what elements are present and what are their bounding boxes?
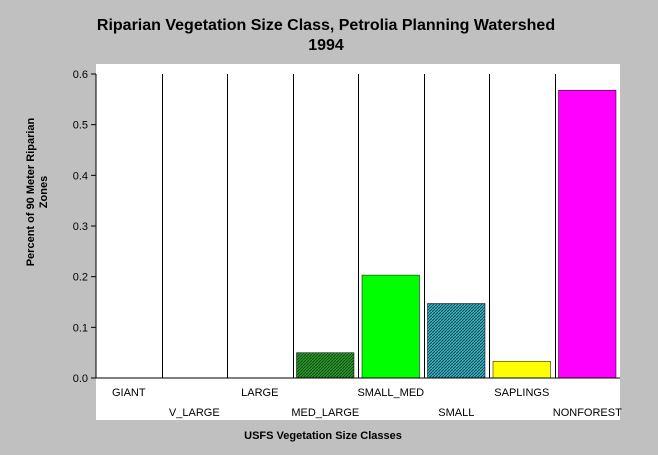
y-ticks: 0.0 0.1 0.2 0.3 0.4 0.5 0.6 bbox=[73, 69, 96, 385]
x-tick-labels: GIANT V_LARGE LARGE MED_LARGE SMALL_MED SMALL… bbox=[112, 387, 622, 419]
y-axis-label-line2: Zones bbox=[38, 176, 50, 208]
x-tick-label: NONFOREST bbox=[553, 407, 622, 419]
y-tick-label: 0.0 bbox=[73, 373, 88, 385]
chart-subtitle: 1994 bbox=[308, 37, 344, 54]
y-tick-label: 0.5 bbox=[73, 120, 88, 132]
y-tick-label: 0.1 bbox=[73, 322, 88, 334]
y-tick-label: 0.4 bbox=[73, 170, 88, 182]
x-tick-label: SMALL bbox=[438, 407, 474, 419]
x-tick-label: SAPLINGS bbox=[494, 387, 549, 399]
y-tick-label: 0.6 bbox=[73, 69, 88, 81]
bar-nonforest bbox=[558, 89, 617, 379]
x-tick-label: LARGE bbox=[241, 387, 278, 399]
bar-small-med bbox=[361, 274, 420, 379]
y-axis-label-line1: Percent of 90 Meter Riparian bbox=[25, 117, 37, 266]
bar-small bbox=[427, 303, 486, 379]
x-tick-label: GIANT bbox=[112, 387, 146, 399]
x-tick-label: SMALL_MED bbox=[357, 387, 424, 399]
y-tick-label: 0.3 bbox=[73, 221, 88, 233]
grid bbox=[162, 74, 556, 378]
x-tick-label: V_LARGE bbox=[169, 407, 220, 419]
y-tick-label: 0.2 bbox=[73, 272, 88, 284]
chart-title: Riparian Vegetation Size Class, Petrolia… bbox=[97, 17, 555, 34]
bar-saplings bbox=[492, 361, 551, 379]
x-tick-label: MED_LARGE bbox=[291, 407, 359, 419]
x-axis-label: USFS Vegetation Size Classes bbox=[244, 430, 402, 442]
bar-med-large bbox=[296, 352, 355, 379]
